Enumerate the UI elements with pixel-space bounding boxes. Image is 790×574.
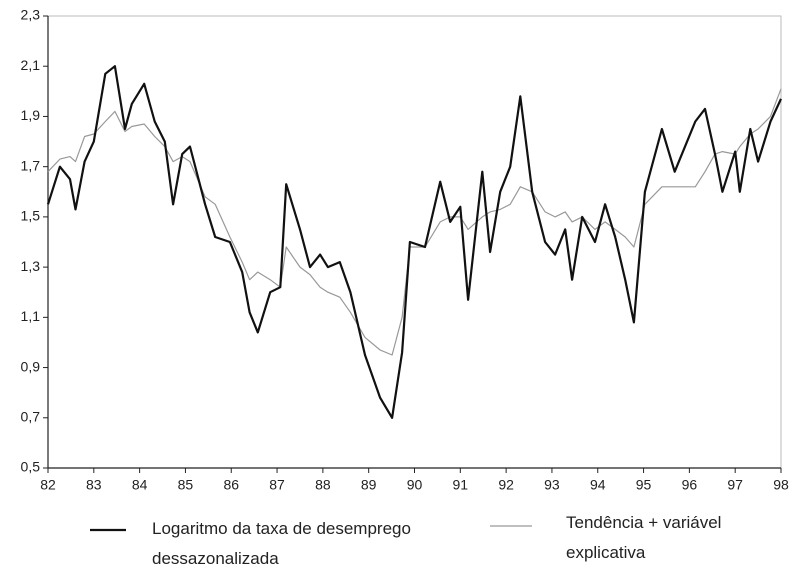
x-tick-label: 94	[590, 477, 606, 493]
x-tick-label: 88	[315, 477, 331, 493]
y-tick-label: 2,3	[21, 7, 41, 23]
y-tick-label: 1,3	[21, 258, 41, 274]
y-tick-label: 1,7	[21, 157, 41, 173]
y-tick-label: 1,9	[21, 107, 41, 123]
legend-label: Tendência + variável explicativa	[566, 513, 722, 562]
y-tick-label: 1,5	[21, 208, 41, 224]
legend-label: Logaritmo da taxa de desemprego dessazon…	[152, 519, 411, 568]
x-tick-label: 87	[269, 477, 285, 493]
plot-frame	[47, 15, 782, 469]
series-line	[46, 65, 782, 419]
x-tick-label: 86	[223, 477, 239, 493]
y-tick-label: 1,1	[21, 308, 41, 324]
y-tick-label: 0,9	[21, 358, 41, 374]
y-tick-label: 2,1	[21, 57, 41, 73]
x-tick-label: 91	[453, 477, 469, 493]
x-tick-label: 85	[178, 477, 194, 493]
x-tick-label: 84	[132, 477, 148, 493]
x-tick-label: 95	[636, 477, 652, 493]
x-tick-label: 92	[498, 477, 514, 493]
x-tick-label: 96	[682, 477, 698, 493]
y-tick-label: 0,7	[21, 408, 41, 424]
x-tick-label: 90	[407, 477, 423, 493]
x-tick-label: 98	[773, 477, 789, 493]
x-tick-label: 83	[86, 477, 102, 493]
x-tick-label: 93	[544, 477, 560, 493]
y-tick-label: 0,5	[21, 459, 41, 475]
x-tick-label: 82	[40, 477, 56, 493]
x-tick-label: 97	[727, 477, 743, 493]
x-tick-label: 89	[361, 477, 377, 493]
